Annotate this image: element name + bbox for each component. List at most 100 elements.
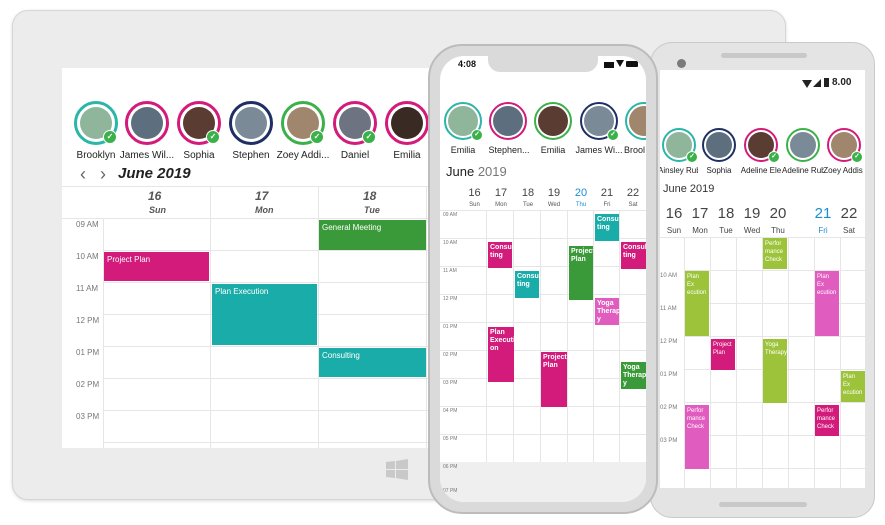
resource-avatar[interactable]	[702, 128, 736, 162]
day-header-name: Thu	[771, 226, 785, 235]
time-slot-label: 12 PM	[660, 339, 678, 345]
appointment[interactable]: Consul ting	[595, 214, 619, 241]
appointment[interactable]: Plan Executi on	[488, 327, 514, 382]
resource-avatar[interactable]	[489, 102, 527, 140]
time-slot-label: 03 PM	[660, 438, 678, 444]
time-slot-label: 07 PM	[443, 488, 458, 494]
resource-avatar[interactable]: ✓	[333, 101, 377, 145]
day-header-date: 16	[148, 189, 162, 203]
time-slot-label: 09 AM	[76, 220, 99, 229]
time-slot-label: 10 AM	[76, 252, 99, 261]
camera	[677, 59, 686, 68]
resource-avatar[interactable]	[534, 102, 572, 140]
iphone-scheduler: 4:08 ✓ Emilia Stephen... Emilia ✓ James …	[440, 56, 646, 502]
day-header-date: 18	[363, 189, 377, 203]
day-header-date: 21	[600, 187, 614, 199]
resource-name: Sophia	[183, 150, 215, 161]
next-button[interactable]: ›	[100, 164, 106, 184]
battery-icon	[626, 61, 638, 67]
resource-name: Emilia	[393, 150, 421, 161]
appointment[interactable]: Perfor mance Check	[685, 405, 709, 469]
appointment[interactable]: Perfor mance Check	[815, 405, 839, 436]
day-header-name: Fri	[603, 202, 611, 208]
day-header-date: 21	[814, 205, 832, 222]
grid-line	[103, 378, 430, 379]
resource-avatar[interactable]: ✓	[74, 101, 118, 145]
day-header-date: 19	[743, 205, 761, 222]
appointment[interactable]: Project Plan	[569, 246, 593, 300]
checkmark-icon: ✓	[103, 130, 117, 144]
status-time: 4:08	[458, 59, 477, 69]
resource-avatar[interactable]	[385, 101, 429, 145]
grid-line	[440, 294, 646, 295]
grid-line	[736, 237, 737, 488]
non-working-hours	[440, 462, 646, 502]
day-header-name: Sun	[666, 226, 682, 235]
day-header-date: 22	[626, 187, 640, 199]
grid-line	[814, 237, 815, 488]
grid-line	[684, 435, 865, 436]
appointment[interactable]: Plan Ex ecution	[815, 271, 839, 336]
appointment[interactable]: Consul ting	[515, 271, 539, 298]
checkmark-icon: ✓	[768, 151, 780, 163]
grid-line	[684, 237, 685, 488]
avatar	[629, 106, 646, 136]
day-header-name: Sun	[469, 202, 480, 208]
appointment[interactable]: Consul ting	[621, 242, 646, 269]
appointment[interactable]: Plan Ex ecution	[841, 371, 865, 402]
appointment[interactable]: Plan Execution	[212, 284, 317, 345]
day-header-name: Mon	[692, 226, 708, 235]
appointment[interactable]: Yoga Therap y	[595, 298, 619, 325]
resource-name: James Wil...	[119, 150, 175, 161]
grid-line	[103, 250, 430, 251]
prev-button[interactable]: ‹	[80, 164, 86, 184]
resource-avatar[interactable]	[229, 101, 273, 145]
day-header-date: 19	[547, 187, 561, 199]
avatar	[706, 132, 732, 158]
grid-line	[567, 210, 568, 502]
resource-avatar[interactable]: ✓	[744, 128, 780, 163]
checkmark-icon: ✓	[607, 129, 619, 141]
day-header-name: Wed	[743, 226, 761, 235]
time-slot-label: 06 PM	[443, 464, 458, 470]
appointment[interactable]: Consulting	[319, 348, 426, 377]
resource-avatar[interactable]: ✓	[281, 101, 325, 145]
resource-avatar[interactable]	[125, 101, 169, 145]
resource-avatar[interactable]: ✓	[177, 101, 221, 145]
resource-avatar[interactable]: ✓	[580, 102, 619, 141]
month-title[interactable]: June 2019	[663, 183, 715, 195]
resource-name: Brooklyn	[76, 150, 116, 161]
appointment[interactable]: Yoga Therap y	[621, 362, 646, 389]
signal-icon	[813, 79, 821, 87]
resource-avatar[interactable]	[786, 128, 820, 162]
grid-line	[486, 210, 487, 502]
grid-line	[62, 186, 430, 187]
day-header-name: Sat	[628, 202, 638, 208]
battery-icon	[824, 78, 829, 87]
appointment[interactable]: Perfor mance Check	[763, 238, 787, 269]
resource-name: Zoey Addi...	[276, 150, 330, 161]
appointment[interactable]: Project Plan	[541, 352, 567, 407]
appointment[interactable]: Project Plan	[104, 252, 209, 281]
resource-avatar[interactable]: ✓	[625, 102, 646, 140]
grid-line	[103, 410, 430, 411]
resource-avatar[interactable]: ✓	[662, 128, 698, 163]
month-title[interactable]: June 2019	[446, 164, 507, 179]
status-time: 8.00	[832, 77, 852, 88]
day-header-date: 16	[468, 187, 481, 199]
home-bar	[719, 502, 807, 507]
day-header-date: 17	[691, 205, 709, 222]
appointment[interactable]: Yoga Therapy	[763, 339, 787, 403]
appointment[interactable]: General Meeting	[319, 220, 426, 250]
signal-icon	[604, 62, 614, 68]
grid-line	[440, 210, 646, 211]
resource-avatar[interactable]: ✓	[444, 102, 483, 141]
appointment[interactable]: Consul ting	[488, 242, 512, 268]
month-title[interactable]: June 2019	[118, 165, 191, 182]
appointment[interactable]: Plan Ex ecution	[685, 271, 709, 336]
resource-avatar[interactable]: ✓	[827, 128, 863, 163]
checkmark-icon: ✓	[206, 130, 220, 144]
time-slot-label: 10 AM	[443, 240, 458, 246]
appointment[interactable]: Project Plan	[711, 339, 735, 370]
month-name: June	[446, 164, 475, 179]
